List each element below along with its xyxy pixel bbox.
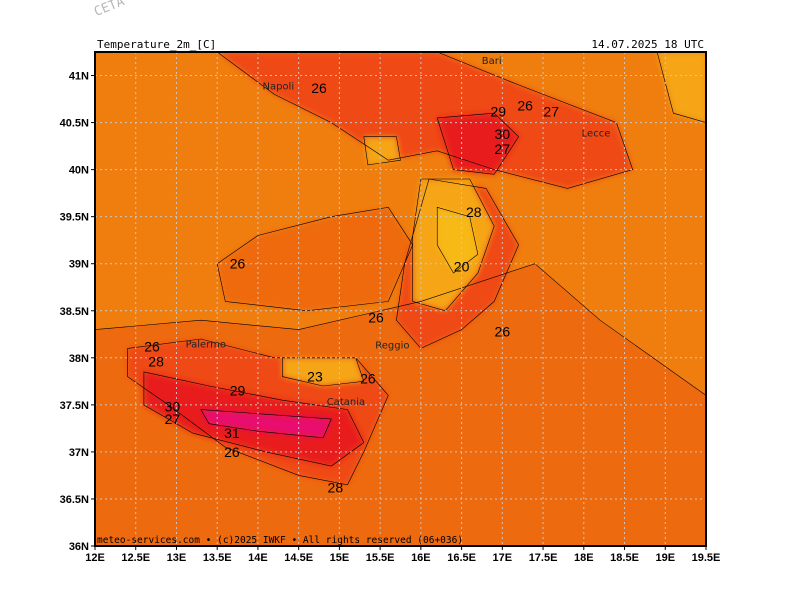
- lat-tick-label: 41N: [69, 71, 89, 83]
- isotherm-value-label: 27: [495, 141, 511, 157]
- lat-tick-label: 36N: [69, 541, 89, 553]
- isotherm-value-label: 26: [360, 371, 376, 387]
- isotherm-value-label: 27: [543, 103, 559, 119]
- lon-tick-label: 16E: [411, 552, 431, 564]
- isotherm-value-label: 26: [368, 309, 384, 325]
- isotherm-value-label: 30: [495, 126, 511, 142]
- copyright-credit: meteo-services.com • (c)2025 IWKF • All …: [97, 535, 463, 546]
- isotherm-value-label: 28: [148, 354, 164, 370]
- region-sila-23-isoline: [412, 178, 495, 312]
- region-nebrodi-23: [282, 357, 364, 386]
- region-albania-23-isoline: [656, 52, 706, 123]
- region-gulf-taranto-30-isoline: [436, 112, 519, 175]
- isotherm-value-label: 26: [517, 98, 533, 114]
- city-label: Catania: [327, 397, 365, 408]
- isotherm-value-label: 27: [165, 411, 181, 427]
- field-layer: [95, 52, 706, 546]
- lon-tick-label: 16.5E: [447, 552, 476, 564]
- region-cilento-23: [363, 136, 401, 165]
- isotherm-value-label: 30: [165, 399, 181, 415]
- map-title-bar: Temperature_2m_[C] 14.07.2025 18 UTC: [95, 38, 706, 52]
- lat-tick-label: 36.5N: [60, 494, 89, 506]
- isotherm-value-label: 26: [144, 339, 160, 355]
- city-label: Napoli: [262, 82, 294, 93]
- variable-title: Temperature_2m_[C]: [97, 38, 217, 51]
- region-nebrodi-23-isoline: [282, 357, 365, 387]
- region-sicily-31-isoline: [200, 409, 332, 439]
- city-label: Lecce: [582, 129, 611, 140]
- lat-tick-label: 39.5N: [60, 212, 89, 224]
- isotherm-value-label: 29: [490, 103, 506, 119]
- lat-tick-label: 40N: [69, 165, 89, 177]
- lon-tick-label: 17.5E: [529, 552, 558, 564]
- city-label: Reggio: [375, 340, 409, 351]
- region-tyrrhenian-26-isoline: [216, 206, 414, 312]
- lon-tick-label: 14.5E: [284, 552, 313, 564]
- lon-tick-label: 15.5E: [366, 552, 395, 564]
- isotherm-value-label: 28: [328, 480, 344, 496]
- region-sila-20: [437, 207, 478, 274]
- isotherm-value-label: 26: [224, 444, 240, 460]
- isotherm-value-label: 28: [466, 204, 482, 220]
- region-albania-23: [657, 52, 706, 123]
- isotherm-value-label: 20: [454, 259, 470, 275]
- axis-ticks: 41N 40.5N 40N 39.5N 39N 38.5N 38N 37.5N 37N 36.5N…: [60, 71, 721, 564]
- isotherm-value-label: 31: [224, 425, 240, 441]
- lon-tick-label: 14E: [248, 552, 268, 564]
- lat-tick-label: 38N: [69, 353, 89, 365]
- lon-tick-label: 12.5E: [121, 552, 150, 564]
- lat-tick-label: 37.5N: [60, 400, 89, 412]
- region-calabria-28-isoline: [396, 178, 519, 349]
- region-campania-28: [217, 52, 633, 189]
- region-gulf-taranto-30: [437, 113, 519, 175]
- lat-tick-label: 37N: [69, 447, 89, 459]
- isotherm-value-label: 29: [230, 383, 246, 399]
- lon-tick-label: 17E: [493, 552, 513, 564]
- region-sicily-30-isoline: [143, 371, 365, 467]
- city-labels: Napoli Bari Lecce Palermo Reggio Catania: [186, 56, 611, 408]
- plot-frame: [94, 51, 707, 547]
- isotherm-lines: [95, 52, 706, 546]
- lon-tick-label: 18E: [574, 552, 594, 564]
- isotherm-value-label: 26: [311, 80, 327, 96]
- region-south-26-isoline: [95, 263, 706, 546]
- valid-time: 14.07.2025 18 UTC: [591, 38, 704, 51]
- isotherm-value-label: 23: [307, 369, 323, 385]
- city-label: Palermo: [186, 339, 226, 350]
- lat-tick-label: 40.5N: [60, 118, 89, 130]
- lon-tick-label: 13E: [167, 552, 187, 564]
- lat-lon-grid: [95, 52, 706, 546]
- lon-tick-label: 15E: [330, 552, 350, 564]
- lon-tick-label: 13.5E: [203, 552, 232, 564]
- lon-tick-label: 19E: [655, 552, 675, 564]
- isotherm-value-label: 26: [230, 256, 246, 272]
- region-tyrrhenian-26: [217, 207, 413, 311]
- lon-tick-label: 12E: [85, 552, 105, 564]
- region-cilento-23-isoline: [363, 136, 401, 166]
- region-sicily-28-isoline: [127, 338, 389, 486]
- lat-tick-label: 38.5N: [60, 306, 89, 318]
- lat-tick-label: 39N: [69, 259, 89, 271]
- lon-tick-label: 18.5E: [610, 552, 639, 564]
- isotherm-value-label: 26: [495, 323, 511, 339]
- city-label: Bari: [482, 56, 502, 67]
- lon-tick-label: 19.5E: [692, 552, 721, 564]
- region-campania-28-isoline: [216, 52, 634, 189]
